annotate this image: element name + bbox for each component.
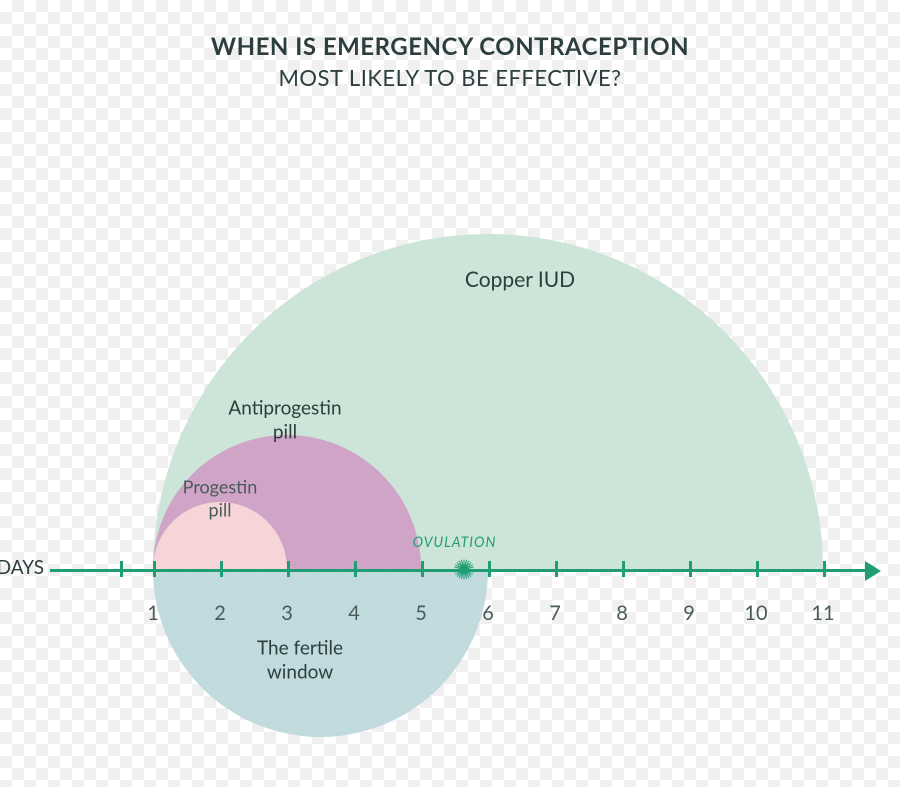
axis-tick-label: 3 [281,601,293,625]
axis-tick [555,561,558,577]
axis-tick [756,561,759,577]
axis-tick-label: 10 [744,601,767,625]
axis-tick [220,561,223,577]
axis-tick [354,561,357,577]
axis-label-days: DAYS [0,556,50,579]
axis-tick-label: 5 [415,601,427,625]
axis-tick [622,561,625,577]
axis-tick [823,561,826,577]
axis-tick-label: 6 [482,601,494,625]
axis-tick [421,561,424,577]
axis-tick-label: 7 [549,601,561,625]
axis-tick [287,561,290,577]
axis-tick-label: 8 [616,601,628,625]
axis-tick-label: 2 [214,601,226,625]
axis-arrowhead-icon [865,561,881,581]
ovulation-starburst-icon [437,551,473,587]
axis-tick-label: 11 [811,601,834,625]
axis-tick-label: 9 [683,601,695,625]
label-ovulation: OVULATION [413,533,497,550]
axis-tick [120,561,123,577]
axis-tick-label: 1 [147,601,159,625]
timeline-axis: DAYS 1 2 3 4 5 6 7 8 9 10 11 [0,0,900,787]
axis-tick [689,561,692,577]
axis-tick [153,561,156,577]
axis-tick [488,561,491,577]
axis-tick-label: 4 [348,601,360,625]
